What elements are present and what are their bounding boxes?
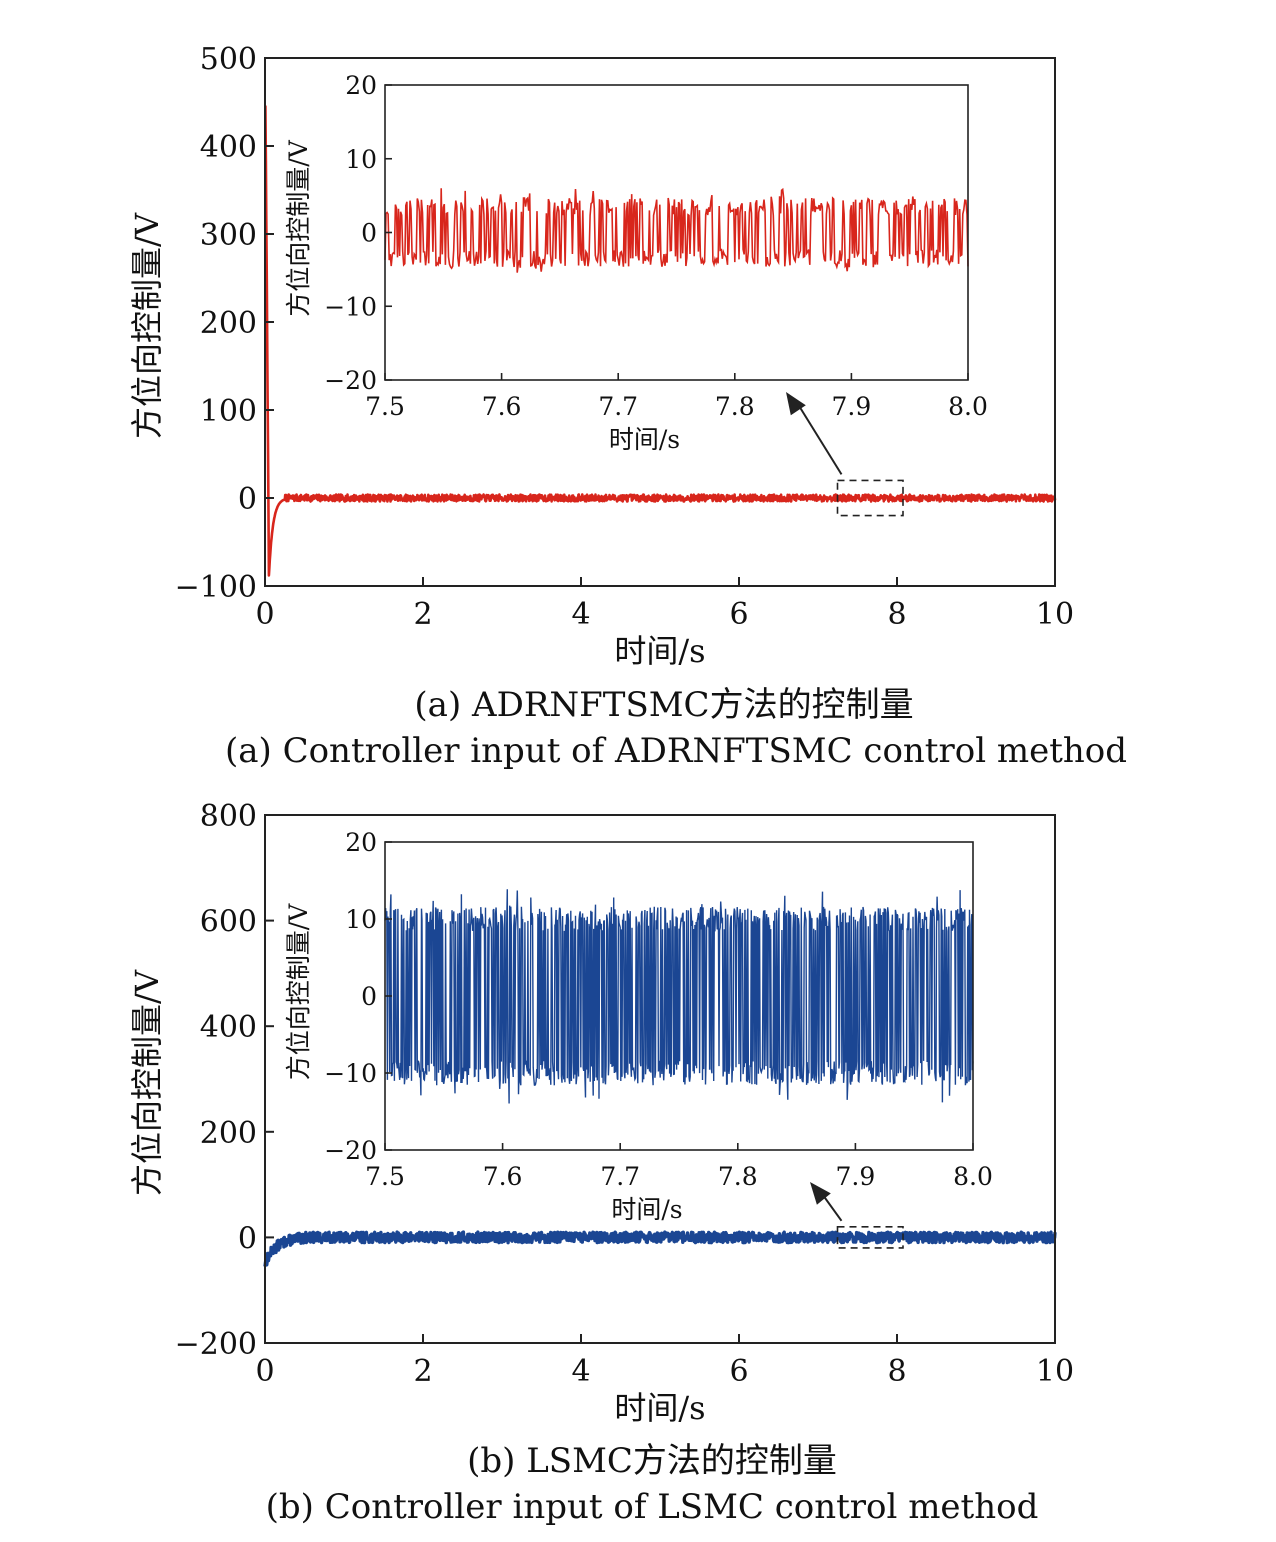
y-tick-label: 600 (200, 905, 257, 940)
inset-y-tick-label: −10 (324, 1059, 377, 1088)
y-tick-label: 500 (200, 42, 257, 77)
inset-y-axis-label: 方位向控制量/V (284, 139, 313, 316)
x-tick-label: 2 (413, 597, 432, 632)
caption-b-cn: (b) LSMC方法的控制量 (467, 1441, 837, 1481)
inset-x-tick-label: 7.8 (718, 1162, 758, 1191)
caption-b-en: (b) Controller input of LSMC control met… (266, 1487, 1039, 1527)
inset-x-tick-label: 7.5 (365, 392, 405, 421)
inset-x-axis-label: 时间/s (609, 425, 680, 454)
y-tick-label: 0 (238, 1221, 257, 1256)
zoom-region-box (836, 1226, 904, 1249)
y-tick-label: 400 (200, 1010, 257, 1045)
inset-x-tick-label: 7.8 (715, 392, 755, 421)
x-tick-label: 6 (729, 1354, 748, 1389)
y-tick-label: 300 (200, 218, 257, 253)
inset-x-tick-label: 7.6 (482, 392, 522, 421)
y-tick-label: 400 (200, 130, 257, 165)
inset-x-tick-label: 8.0 (953, 1162, 993, 1191)
zoom-region-box (836, 479, 904, 517)
zoom-arrow-head (786, 392, 806, 416)
inset-y-tick-label: −20 (324, 366, 377, 395)
inset-y-tick-label: 20 (345, 828, 377, 857)
y-tick-label: 0 (238, 482, 257, 517)
y-tick-label: 200 (200, 306, 257, 341)
x-tick-label: 8 (887, 1354, 906, 1389)
inset-x-tick-label: 7.7 (598, 392, 638, 421)
plot-frame (264, 814, 1056, 1344)
inset-y-tick-label: 10 (345, 145, 377, 174)
x-tick-label: 2 (413, 1354, 432, 1389)
x-axis-label: 时间/s (614, 1389, 705, 1427)
inset-y-tick-label: −20 (324, 1136, 377, 1165)
x-tick-label: 4 (571, 1354, 590, 1389)
x-tick-label: 10 (1036, 1354, 1074, 1389)
x-tick-label: 0 (255, 597, 274, 632)
inset-y-tick-label: −10 (324, 292, 377, 321)
x-tick-label: 6 (729, 597, 748, 632)
x-tick-label: 0 (255, 1354, 274, 1389)
inset-y-tick-label: 20 (345, 71, 377, 100)
y-axis-label: 方位向控制量/V (128, 212, 166, 439)
x-tick-label: 8 (887, 597, 906, 632)
inset-x-tick-label: 7.9 (836, 1162, 876, 1191)
inset-y-tick-label: 0 (361, 219, 377, 248)
x-axis-label: 时间/s (614, 632, 705, 670)
inset-series-line (384, 187, 969, 273)
zoom-arrow-head (810, 1182, 831, 1205)
y-tick-label: −200 (175, 1327, 257, 1362)
y-tick-label: 800 (200, 799, 257, 834)
inset-x-tick-label: 8.0 (948, 392, 988, 421)
caption-a-en: (a) Controller input of ADRNFTSMC contro… (225, 731, 1127, 771)
inset-x-tick-label: 7.7 (600, 1162, 640, 1191)
x-tick-label: 10 (1036, 597, 1074, 632)
zoom-arrow-line (795, 400, 843, 475)
caption-a-cn: (a) ADRNFTSMC方法的控制量 (414, 685, 913, 725)
inset-y-tick-label: 0 (361, 982, 377, 1011)
series-line (263, 1230, 1057, 1267)
inset-x-tick-label: 7.9 (832, 392, 872, 421)
inset-y-tick-label: 10 (345, 905, 377, 934)
y-tick-label: 100 (200, 394, 257, 429)
inset-x-tick-label: 7.5 (365, 1162, 405, 1191)
y-tick-label: 200 (200, 1116, 257, 1151)
y-axis-label: 方位向控制量/V (128, 969, 166, 1196)
inset-series-line (384, 889, 974, 1104)
inset-x-axis-label: 时间/s (611, 1195, 682, 1224)
y-tick-label: −100 (175, 570, 257, 605)
series-line (264, 105, 1057, 577)
inset-x-tick-label: 7.6 (483, 1162, 523, 1191)
inset-y-axis-label: 方位向控制量/V (284, 903, 313, 1080)
x-tick-label: 4 (571, 597, 590, 632)
